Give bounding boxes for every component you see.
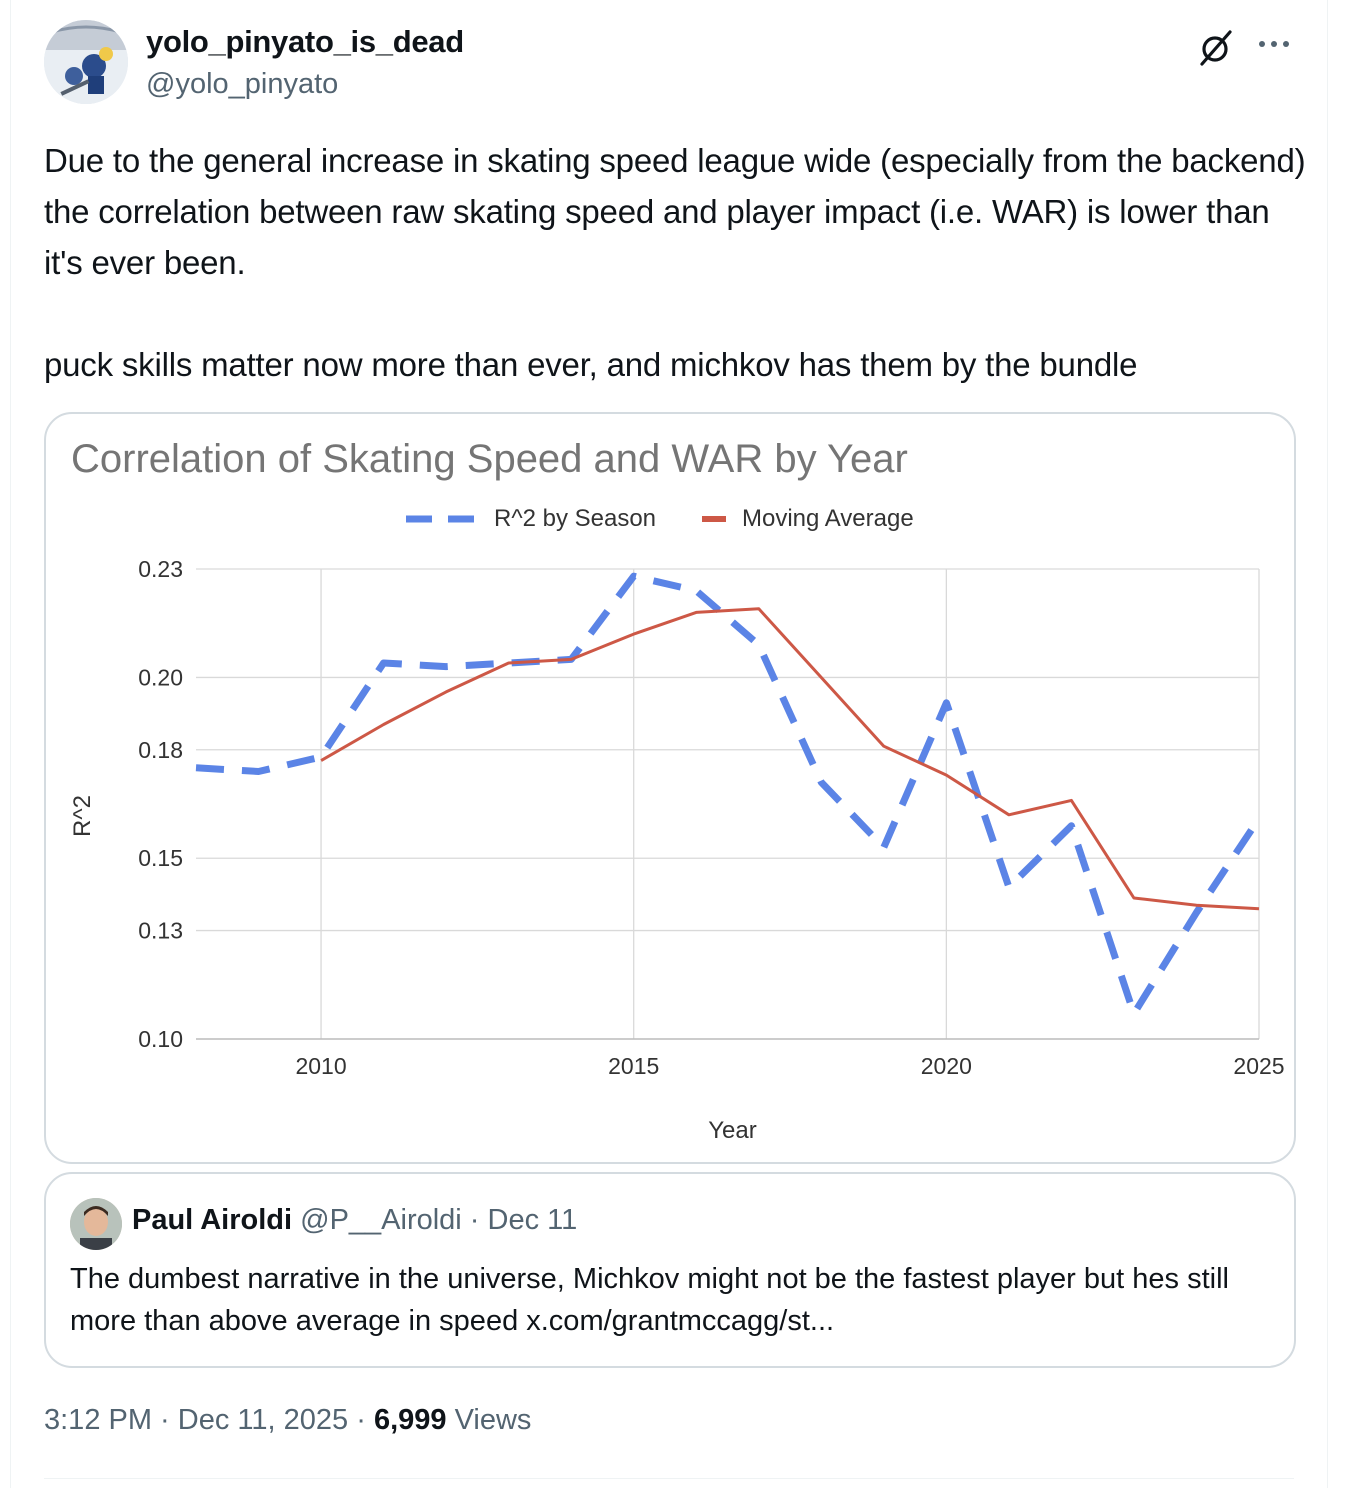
series-line-r2-by-season <box>195 572 1262 1018</box>
quote-author-handle[interactable]: @P__Airoldi <box>300 1204 462 1236</box>
tweet-footer: 3:12 PM · Dec 11, 2025 · 6,999 Views <box>44 1404 531 1437</box>
views-label: Views <box>454 1404 532 1436</box>
more-dots-icon[interactable] <box>1254 30 1294 60</box>
chart-card[interactable]: Correlation of Skating Speed and WAR by … <box>44 412 1296 1164</box>
quote-text: The dumbest narrative in the universe, M… <box>70 1263 1229 1337</box>
quote-header: Paul Airoldi @P__Airoldi · Dec 11 <box>132 1204 577 1237</box>
y-tick-label: 0.15 <box>138 845 183 871</box>
y-tick-label: 0.20 <box>138 664 183 690</box>
bottom-divider <box>44 1478 1294 1479</box>
legend-label-moving-average: Moving Average <box>742 505 914 532</box>
author-avatar[interactable] <box>44 20 128 104</box>
quote-date[interactable]: Dec 11 <box>487 1204 578 1236</box>
y-tick-label: 0.13 <box>138 918 183 944</box>
tweet-date[interactable]: Dec 11, 2025 <box>177 1404 349 1436</box>
y-axis-label: R^2 <box>69 795 96 837</box>
footer-separator: · <box>152 1404 178 1436</box>
x-tick-label: 2010 <box>295 1053 346 1079</box>
tweet-time[interactable]: 3:12 PM <box>44 1404 152 1436</box>
author-display-name[interactable]: yolo_pinyato_is_dead <box>146 24 464 59</box>
timeline-border-left <box>10 0 11 1488</box>
grok-slash-icon[interactable] <box>1196 28 1236 68</box>
x-axis-label: Year <box>708 1117 757 1144</box>
hockey-avatar-icon <box>44 20 128 104</box>
timeline-border-right <box>1327 0 1328 1488</box>
author-handle[interactable]: @yolo_pinyato <box>146 68 339 100</box>
x-tick-label: 2015 <box>608 1053 659 1079</box>
footer-separator: · <box>348 1404 374 1436</box>
y-tick-label: 0.10 <box>138 1026 183 1052</box>
series-line-moving-average <box>320 607 1260 911</box>
x-tick-label: 2020 <box>921 1053 972 1079</box>
tweet-text: Due to the general increase in skating s… <box>44 142 1306 383</box>
legend-label-r2: R^2 by Season <box>494 505 656 532</box>
quote-author-name[interactable]: Paul Airoldi <box>132 1204 293 1236</box>
y-tick-label: 0.23 <box>138 556 183 582</box>
y-tick-label: 0.18 <box>138 737 183 763</box>
chart-title: Correlation of Skating Speed and WAR by … <box>71 437 908 481</box>
views-count: 6,999 <box>373 1404 447 1436</box>
chart-svg: Correlation of Skating Speed and WAR by … <box>69 437 1285 1144</box>
quote-separator: · <box>461 1204 488 1236</box>
person-avatar-icon <box>70 1198 122 1250</box>
x-tick-label: 2025 <box>1233 1053 1284 1079</box>
quote-author-avatar[interactable] <box>70 1198 122 1250</box>
quoted-tweet-card[interactable]: Paul Airoldi @P__Airoldi · Dec 11 The du… <box>44 1172 1296 1368</box>
